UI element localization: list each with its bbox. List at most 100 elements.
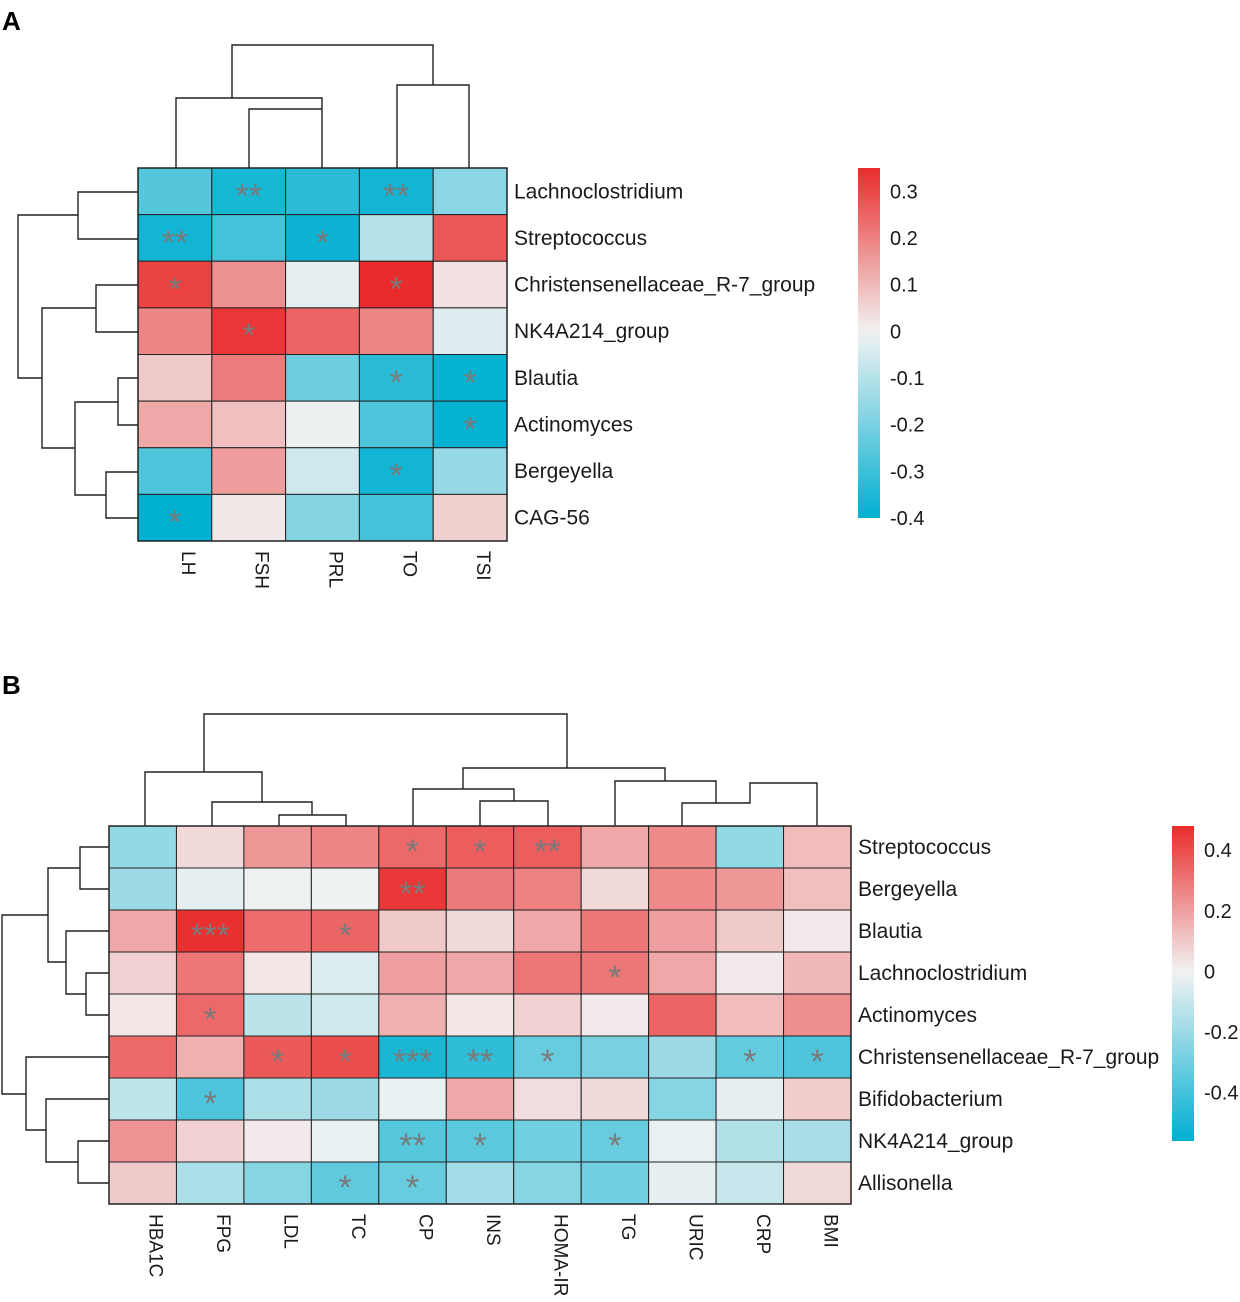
significance-mark: ** (383, 177, 409, 215)
heatmap-cell (648, 1035, 717, 1079)
heatmap-cell (715, 1161, 785, 1205)
heatmap-cell (358, 493, 434, 542)
panel-b-colorbar (1172, 826, 1194, 1141)
significance-mark: * (390, 457, 403, 495)
heatmap-cell (108, 1119, 177, 1163)
heatmap-cell (285, 400, 360, 449)
heatmap-cell (175, 993, 245, 1037)
heatmap-cell (243, 1035, 312, 1079)
heatmap-cell (310, 1077, 380, 1121)
heatmap-cell (175, 825, 245, 869)
heatmap-cell (108, 993, 177, 1037)
colorbar-tick-label: 0.1 (890, 275, 918, 297)
column-label: CP (415, 1214, 436, 1240)
heatmap-cell (715, 825, 785, 869)
heatmap-cell (310, 867, 380, 911)
panel-a: A ** **** ** *** **** LachnoclostridiumStrep… (2, 6, 924, 589)
heatmap-cell (137, 167, 213, 216)
heatmap-cell (432, 307, 508, 356)
heatmap-cell (432, 214, 508, 262)
panel-a-colorbar-gradient (858, 168, 880, 518)
heatmap-cell (358, 400, 434, 449)
heatmap-cell (513, 993, 582, 1037)
row-label: Blautia (514, 367, 579, 390)
significance-mark: * (473, 833, 486, 871)
heatmap-cell (715, 867, 785, 911)
heatmap-cell (445, 1161, 515, 1205)
heatmap-cell (445, 993, 515, 1037)
heatmap-cell (285, 307, 360, 356)
heatmap-cell (285, 167, 360, 216)
heatmap-cell (243, 825, 312, 869)
heatmap-cell (285, 493, 360, 542)
significance-mark: * (608, 1127, 621, 1165)
heatmap-cell (445, 951, 515, 995)
column-label: TC (347, 1214, 368, 1239)
heatmap-cell (243, 1161, 312, 1205)
heatmap-cell (243, 1077, 312, 1121)
significance-mark: * (608, 959, 621, 997)
heatmap-cell (783, 993, 852, 1037)
significance-mark: * (204, 1001, 217, 1039)
heatmap-cell (648, 1119, 717, 1163)
row-label: Actinomyces (514, 413, 633, 436)
heatmap-cell (432, 167, 508, 216)
heatmap-cell (137, 447, 213, 495)
heatmap-cell (285, 260, 360, 309)
heatmap-cell (715, 951, 785, 995)
panel-a-row-dendrogram (17, 191, 138, 519)
heatmap-cell (243, 951, 312, 995)
heatmap-cell (580, 825, 650, 869)
heatmap-cell (175, 1035, 245, 1079)
column-label: CRP (752, 1214, 773, 1254)
heatmap-cell (211, 354, 287, 402)
colorbar-tick-label: -0.2 (1204, 1022, 1238, 1044)
heatmap-cell (513, 1119, 582, 1163)
significance-mark: * (406, 833, 419, 871)
heatmap-cell (211, 447, 287, 495)
heatmap-cell (310, 993, 380, 1037)
heatmap-cell (715, 1119, 785, 1163)
colorbar-tick-label: 0.4 (1204, 840, 1232, 862)
row-label: Actinomyces (858, 1004, 977, 1027)
heatmap-cell (310, 1161, 380, 1205)
heatmap-cell (108, 1161, 177, 1205)
significance-mark: * (316, 224, 329, 262)
column-label: TG (617, 1214, 638, 1240)
heatmap-cell (358, 307, 434, 356)
row-label: NK4A214_group (858, 1130, 1013, 1153)
colorbar-tick-label: -0.3 (890, 461, 924, 483)
heatmap-cell (513, 1161, 582, 1205)
significance-mark: * (168, 271, 181, 309)
heatmap-cell (137, 400, 213, 449)
heatmap-cell (243, 1119, 312, 1163)
column-label: HOMA-IR (549, 1214, 570, 1296)
heatmap-cell (108, 867, 177, 911)
heatmap-cell (378, 993, 447, 1037)
significance-mark: ** (467, 1043, 493, 1081)
heatmap-cell (175, 867, 245, 911)
row-label: NK4A214_group (514, 320, 669, 343)
heatmap-cell (378, 909, 447, 953)
column-label: PRL (325, 551, 346, 588)
row-label: Streptococcus (514, 227, 647, 250)
heatmap-cell (783, 1035, 852, 1079)
heatmap-cell (783, 1161, 852, 1205)
heatmap-cell (378, 825, 447, 869)
colorbar-tick-label: 0 (890, 321, 901, 343)
heatmap-cell (137, 354, 213, 402)
significance-mark: * (338, 1043, 351, 1081)
heatmap-cell (648, 993, 717, 1037)
heatmap-cell (108, 1077, 177, 1121)
panel-b-column-labels: HBA1C FPG LDL TC CP INS HOMA-IR TG URIC CRP BMI (145, 1214, 841, 1296)
heatmap-cell (211, 260, 287, 309)
heatmap-cell (445, 1035, 515, 1079)
panel-a-colorbar (858, 168, 880, 518)
heatmap-cell (285, 354, 360, 402)
heatmap-cell (137, 493, 213, 542)
significance-mark: * (390, 364, 403, 402)
row-label: Bergeyella (514, 460, 614, 483)
panel-a-label: A (2, 6, 21, 36)
heatmap-cell (243, 867, 312, 911)
colorbar-tick-label: 0.2 (1204, 901, 1232, 923)
